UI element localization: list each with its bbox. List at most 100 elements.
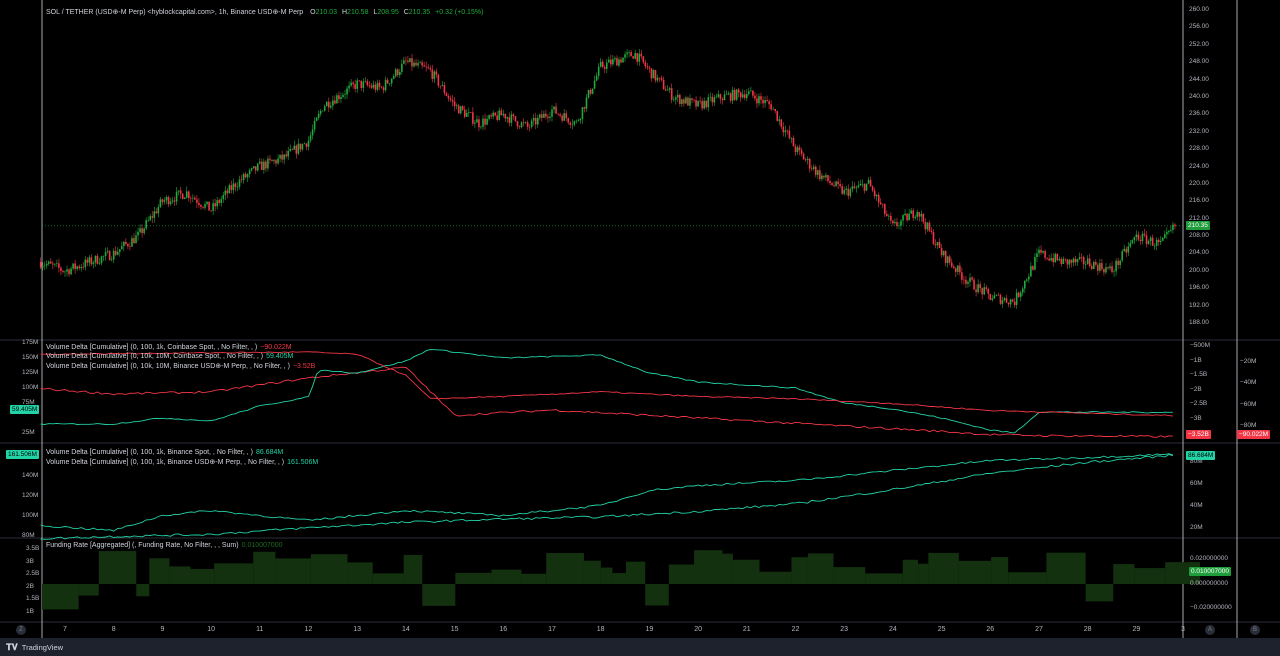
candle [971,277,973,280]
funding-bar [668,564,695,584]
axis-b-button[interactable]: B [1250,625,1260,635]
candle [1133,237,1136,241]
candle [254,166,257,171]
candle [944,251,947,264]
candle [881,204,884,205]
time-label: 15 [450,626,459,633]
candle [1097,264,1099,271]
candle [198,202,200,206]
candle [480,126,482,128]
axis-a-button[interactable]: A [1205,625,1215,635]
candle [798,147,801,151]
candle [557,113,559,115]
candle [396,69,399,75]
legend-title: Volume Delta [Cumulative] (0, 10k, 10M, … [46,363,290,370]
candle [421,62,423,66]
candle [723,94,726,101]
vd1-legend[interactable]: Volume Delta [Cumulative] (0, 10k, 10M, … [46,353,293,360]
candle [869,179,872,187]
candle [429,68,432,70]
funding-bar [169,566,191,584]
candle [356,80,358,89]
candle [474,122,476,124]
funding-bar [612,573,626,584]
candle [772,108,774,110]
candle [936,242,939,246]
funding-bar [991,557,1009,584]
candle [179,190,182,194]
candle [200,205,202,207]
candle [167,197,170,205]
candle [133,238,135,244]
candle [259,161,261,164]
candle [524,122,527,123]
candle [390,78,393,84]
candle [729,93,732,101]
candle [261,161,263,170]
funding-left-axis-label: 1.5B [26,595,40,603]
candle [585,97,588,109]
candle [581,107,584,119]
funding-bar [190,568,215,584]
vd1-legend[interactable]: Volume Delta [Cumulative] (0, 100, 1k, C… [46,344,292,351]
candle [409,58,411,63]
candle [378,82,381,87]
high-label: H [341,9,348,16]
candle [664,89,667,91]
candle [441,85,444,87]
candle [1001,300,1004,304]
candle [725,94,728,95]
candle [449,98,452,100]
candle [382,87,385,91]
funding-legend[interactable]: Funding Rate [Aggregated] (, Funding Rat… [46,542,283,549]
vd1-right2-badge: −90.022M [1237,430,1271,439]
candle [431,69,434,79]
candle [386,79,389,84]
candle [715,96,718,98]
vd2-legend[interactable]: Volume Delta [Cumulative] (0, 100, 1k, B… [46,449,283,456]
candle [463,109,466,117]
time-label: 20 [694,626,702,633]
candle [159,199,162,208]
vd2-legend[interactable]: Volume Delta [Cumulative] (0, 100, 1k, B… [46,458,318,466]
candle [250,168,253,171]
candle [652,69,655,79]
candle [737,89,740,93]
candle [433,71,436,79]
candle [981,288,983,295]
candle [212,203,214,211]
candle [439,85,442,87]
candle [131,238,133,247]
candle [896,222,898,227]
candle [993,295,996,299]
candle [916,212,919,217]
axis-z-button[interactable]: Z [16,625,26,635]
candle [1023,280,1026,289]
low-label: L [373,9,378,16]
candle [695,100,697,107]
candle [372,84,375,88]
candle [961,272,963,280]
candle [920,214,923,217]
candle [484,118,486,125]
funding-bar [583,560,601,584]
candle [330,105,332,108]
candle [1172,224,1174,230]
candle [263,161,265,170]
candle [541,114,543,118]
price-axis-label: 200.00 [1189,266,1209,274]
candle [190,198,192,199]
candle [399,71,401,75]
candle [573,121,576,125]
vd1-right2-axis-label: −40M [1240,379,1257,387]
funding-bar [918,563,929,584]
candle [662,79,665,90]
candle [1153,245,1156,247]
time-label: 12 [304,626,313,633]
vd1-right-badge: −3.52B [1186,430,1211,439]
vd1-legend[interactable]: Volume Delta [Cumulative] (0, 10k, 10M, … [46,362,315,370]
candle [553,106,555,110]
candle [764,100,766,104]
candle [559,114,561,116]
